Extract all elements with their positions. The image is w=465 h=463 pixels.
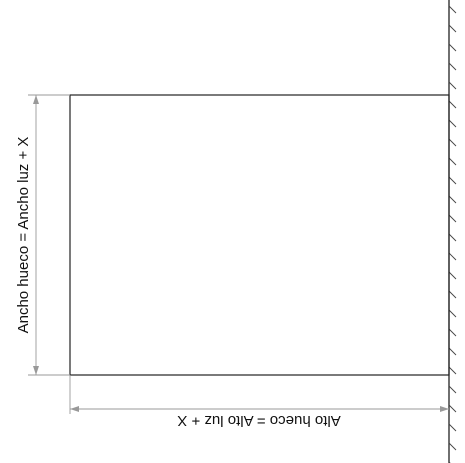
hatch-tick (448, 24, 457, 33)
hatch-tick (448, 385, 457, 394)
vertical-dimension: Ancho hueco = Ancho luz + X (15, 94, 70, 376)
hatch-tick (448, 366, 457, 375)
hatch-tick (448, 233, 457, 242)
hatch-tick (448, 195, 457, 204)
hatch-tick (448, 328, 457, 337)
vertical-arrow-top (33, 95, 39, 104)
hatch-tick (448, 100, 457, 109)
hatch-tick (448, 347, 457, 356)
hatch-tick (448, 252, 457, 261)
hatch-tick (448, 5, 457, 14)
horizontal-dimension: Alto hueco = Alto luz + X (69, 375, 449, 429)
hatch-tick (448, 290, 457, 299)
hatch-tick (448, 43, 457, 52)
height-formula-label: Alto hueco = Alto luz + X (177, 412, 340, 429)
hatch-tick (448, 214, 457, 223)
horizontal-arrow-right (440, 406, 449, 412)
hatch-tick (448, 404, 457, 413)
hatch-tick (448, 138, 457, 147)
hatch-tick (448, 423, 457, 432)
hatch-tick (448, 271, 457, 280)
opening-rectangle (69, 94, 450, 376)
hatch-tick (448, 157, 457, 166)
hatch-tick (448, 62, 457, 71)
width-formula-label: Ancho hueco = Ancho luz + X (15, 137, 32, 334)
hatch-tick (448, 176, 457, 185)
wall (448, 0, 457, 463)
wall-hatching (448, 5, 457, 463)
hatch-tick (448, 309, 457, 318)
horizontal-arrow-left (70, 406, 79, 412)
hatch-tick (448, 81, 457, 90)
hatch-tick (448, 442, 457, 451)
hatch-tick (448, 119, 457, 128)
vertical-arrow-bottom (33, 366, 39, 375)
